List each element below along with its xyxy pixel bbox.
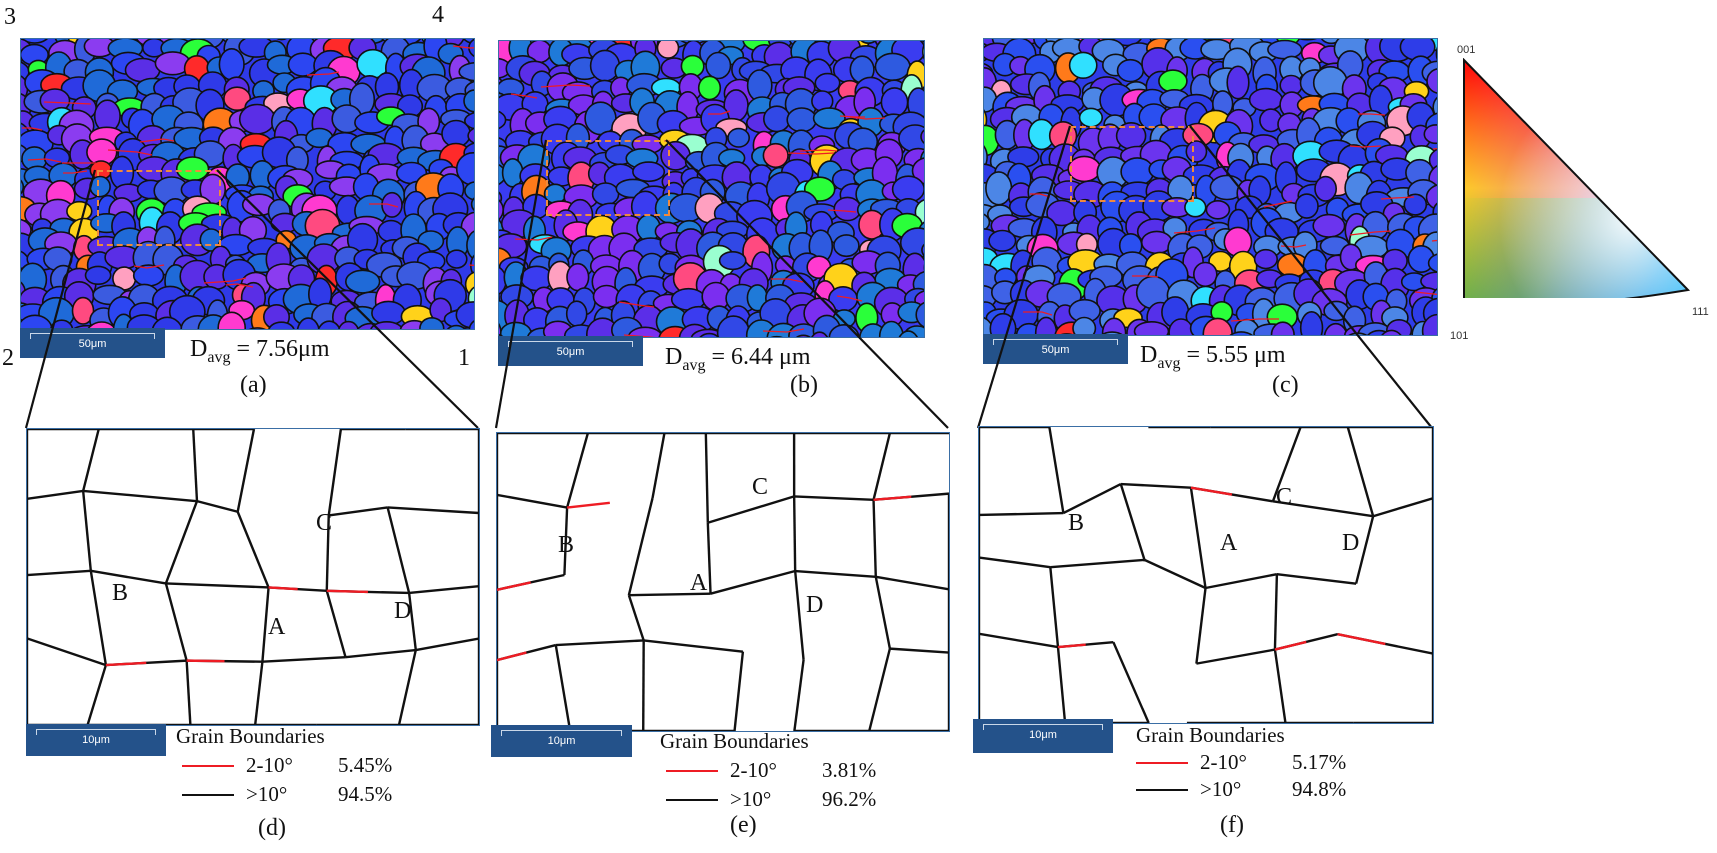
legend-title: Grain Boundaries [660, 729, 809, 753]
scale-bar-a: 50μm [20, 328, 165, 358]
grain-label-d: D [394, 598, 412, 624]
grain-label-a: A [690, 570, 708, 596]
davg-b: Davg = 6.44 μm [665, 344, 811, 374]
legend-line-red [1136, 761, 1188, 764]
selection-box-a [97, 170, 221, 246]
grain-label-b: B [1068, 510, 1085, 536]
ipf-label-001: 001 [1457, 44, 1476, 56]
grain-label-c: C [752, 474, 769, 500]
davg-a: Davg = 7.56μm [190, 336, 330, 366]
grain-boundary-map-d [26, 428, 480, 726]
legend-line-black [1136, 788, 1188, 791]
scale-bar-d: 10μm [26, 724, 166, 756]
grain-label-a: A [268, 614, 286, 640]
grain-label-d: D [806, 592, 824, 618]
legend-line-black [666, 798, 718, 801]
legend-line-red [666, 769, 718, 772]
grain-boundary-legend-f: Grain Boundaries 2-10° 5.17% >10° 94.8% [1136, 723, 1347, 801]
corner-label-3: 3 [4, 4, 16, 30]
caption-d: (d) [258, 815, 286, 841]
scale-bar-e: 10μm [491, 725, 632, 757]
corner-label-2: 2 [2, 345, 14, 371]
grain-boundary-map-f [978, 426, 1434, 724]
corner-label-4: 4 [432, 2, 444, 28]
caption-e: (e) [730, 812, 757, 838]
grain-label-b: B [112, 580, 129, 606]
corner-label-1: 1 [458, 345, 470, 371]
caption-c: (c) [1272, 372, 1299, 398]
legend-title: Grain Boundaries [176, 724, 325, 748]
grain-label-a: A [1220, 530, 1238, 556]
scale-bar-c: 50μm [983, 334, 1128, 364]
ipf-label-101: 101 [1450, 330, 1469, 342]
ebsd-map-c [983, 38, 1438, 336]
grain-boundary-legend-d: Grain Boundaries 2-10° 5.45% >10° 94.5% [176, 724, 393, 806]
ebsd-map-a [20, 38, 475, 330]
selection-box-c [1070, 126, 1194, 202]
ipf-label-111: 111 [1692, 306, 1709, 318]
scale-bar-b: 50μm [498, 336, 643, 366]
legend-line-black [182, 793, 234, 796]
grain-label-c: C [316, 510, 333, 536]
davg-c: Davg = 5.55 μm [1140, 342, 1286, 372]
caption-f: (f) [1220, 812, 1244, 838]
legend-title: Grain Boundaries [1136, 723, 1285, 747]
grain-label-d: D [1342, 530, 1360, 556]
legend-line-red [182, 764, 234, 767]
grain-boundary-legend-e: Grain Boundaries 2-10° 3.81% >10° 96.2% [660, 729, 877, 811]
grain-label-b: B [558, 532, 575, 558]
grain-boundary-map-e [496, 432, 950, 732]
caption-a: (a) [240, 372, 267, 398]
caption-b: (b) [790, 372, 818, 398]
grain-label-c: C [1276, 484, 1293, 510]
selection-box-b [546, 140, 670, 216]
ebsd-map-b [498, 40, 925, 338]
scale-bar-f: 10μm [973, 719, 1113, 753]
